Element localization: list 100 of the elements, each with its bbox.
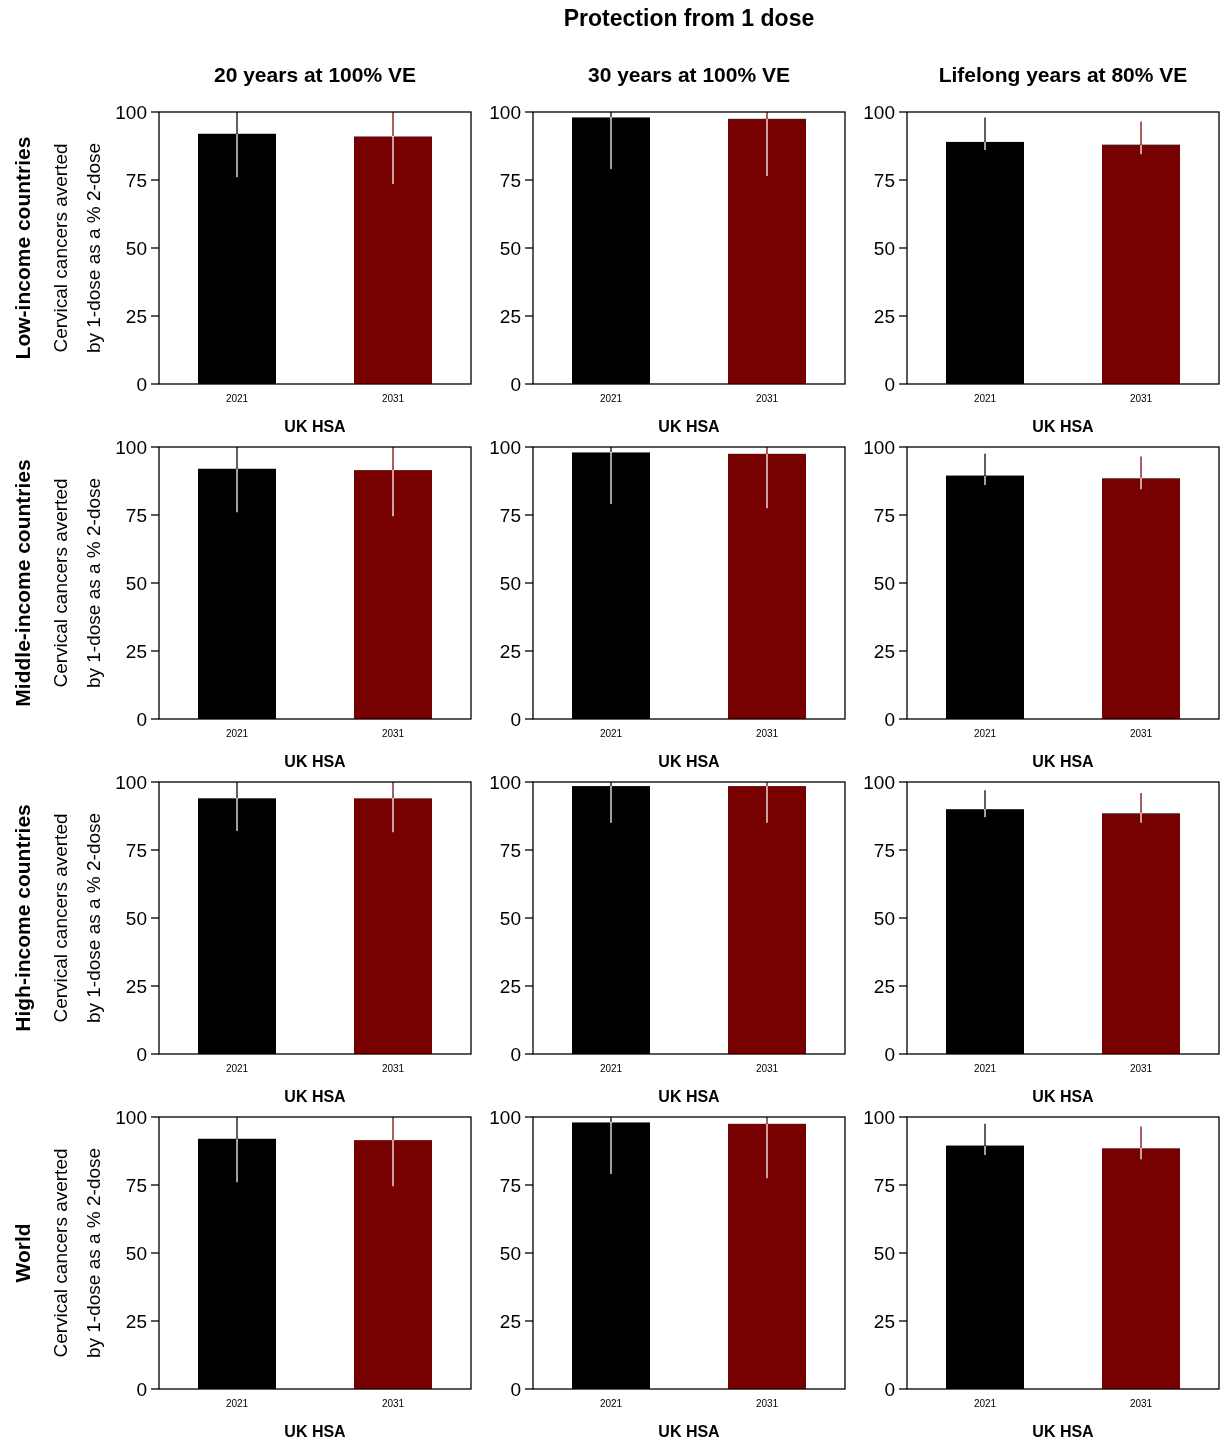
y-tick-label: 100 <box>863 1106 895 1128</box>
x-tick-label: 2021 <box>225 1398 249 1409</box>
y-axis-title: Cervical cancers averted by 1-dose as a % 2-dose <box>50 1147 104 1359</box>
y-tick-label: 100 <box>115 101 147 123</box>
x-tick-label: 2031 <box>1129 1063 1153 1074</box>
y-tick-label: 50 <box>873 1242 895 1264</box>
y-tick-label: 100 <box>115 436 147 458</box>
x-tick-label: 2031 <box>381 393 405 404</box>
y-tick-label: 75 <box>125 839 147 861</box>
y-tick-label: 25 <box>873 975 895 997</box>
y-tick-label: 75 <box>873 169 895 191</box>
x-axis-title: UK HSA <box>284 1088 347 1105</box>
y-tick-label: 100 <box>489 1106 521 1128</box>
y-tick-label: 0 <box>136 708 147 730</box>
x-axis-title: UK HSA <box>284 753 347 770</box>
y-tick-label: 75 <box>125 169 147 191</box>
y-tick-label: 0 <box>136 373 147 395</box>
x-tick-label: 2021 <box>599 1398 623 1409</box>
x-axis-title: UK HSA <box>1032 1423 1095 1440</box>
y-tick-label: 25 <box>499 1310 521 1332</box>
y-tick-label: 75 <box>499 1174 521 1196</box>
y-tick-label: 50 <box>125 1242 147 1264</box>
y-tick-label: 25 <box>873 1310 895 1332</box>
x-axis-title: UK HSA <box>658 1423 721 1440</box>
y-tick-label: 75 <box>873 839 895 861</box>
y-tick-label: 100 <box>115 771 147 793</box>
y-tick-label: 50 <box>499 1242 521 1264</box>
x-tick-label: 2021 <box>599 393 623 404</box>
x-tick-label: 2021 <box>973 393 997 404</box>
x-tick-label: 2031 <box>381 728 405 739</box>
x-axis-title: UK HSA <box>658 1088 721 1105</box>
x-tick-label: 2021 <box>225 728 249 739</box>
x-tick-label: 2021 <box>973 1398 997 1409</box>
y-tick-label: 0 <box>510 1043 521 1065</box>
y-tick-label: 75 <box>499 169 521 191</box>
text: Middle-income countries <box>11 459 34 707</box>
y-tick-label: 75 <box>125 504 147 526</box>
y-tick-label: 75 <box>499 839 521 861</box>
y-tick-label: 25 <box>873 640 895 662</box>
y-tick-label: 100 <box>489 101 521 123</box>
x-axis-title: UK HSA <box>284 418 347 435</box>
x-axis-title: UK HSA <box>1032 418 1095 435</box>
x-tick-label: 2031 <box>381 1398 405 1409</box>
x-tick-label: 2021 <box>225 1063 249 1074</box>
y-tick-label: 25 <box>499 975 521 997</box>
y-tick-label: 100 <box>115 1106 147 1128</box>
chart-title: 20 years at 100% VE <box>214 63 416 86</box>
y-tick-label: 50 <box>125 237 147 259</box>
x-tick-label: 2031 <box>755 393 779 404</box>
x-tick-label: 2031 <box>755 1398 779 1409</box>
text: World <box>11 1223 34 1283</box>
x-axis-title: UK HSA <box>1032 1088 1095 1105</box>
y-tick-label: 100 <box>489 771 521 793</box>
y-tick-label: 0 <box>136 1043 147 1065</box>
x-axis-title: UK HSA <box>1032 753 1095 770</box>
y-tick-label: 25 <box>125 305 147 327</box>
x-axis-title: UK HSA <box>658 753 721 770</box>
y-tick-label: 0 <box>136 1378 147 1400</box>
y-tick-label: 75 <box>873 504 895 526</box>
x-tick-label: 2021 <box>225 393 249 404</box>
y-axis-title: Cervical cancers averted by 1-dose as a % 2-dose <box>50 142 104 354</box>
y-tick-label: 75 <box>873 1174 895 1196</box>
x-tick-label: 2031 <box>1129 393 1153 404</box>
y-tick-label: 25 <box>125 1310 147 1332</box>
y-tick-label: 50 <box>125 572 147 594</box>
y-tick-label: 0 <box>510 373 521 395</box>
x-tick-label: 2031 <box>755 1063 779 1074</box>
chart-title: Lifelong years at 80% VE <box>938 63 1188 86</box>
text: Low-income countries <box>11 136 34 360</box>
y-tick-label: 100 <box>863 436 895 458</box>
x-tick-label: 2031 <box>755 728 779 739</box>
y-tick-label: 0 <box>884 1378 895 1400</box>
y-tick-label: 25 <box>499 305 521 327</box>
y-tick-label: 25 <box>873 305 895 327</box>
y-tick-label: 25 <box>499 640 521 662</box>
y-tick-label: 0 <box>884 708 895 730</box>
x-tick-label: 2031 <box>1129 728 1153 739</box>
x-tick-label: 2031 <box>1129 1398 1153 1409</box>
x-tick-label: 2021 <box>599 728 623 739</box>
x-tick-label: 2021 <box>973 728 997 739</box>
x-axis-title: UK HSA <box>658 418 721 435</box>
y-tick-label: 25 <box>125 975 147 997</box>
y-tick-label: 50 <box>873 237 895 259</box>
text: High-income countries <box>11 804 34 1032</box>
y-tick-label: 25 <box>125 640 147 662</box>
y-tick-label: 75 <box>499 504 521 526</box>
x-axis-title: UK HSA <box>284 1423 347 1440</box>
text: Protection from 1 dose <box>563 5 815 31</box>
x-tick-label: 2021 <box>599 1063 623 1074</box>
y-tick-label: 100 <box>863 771 895 793</box>
y-tick-label: 0 <box>884 373 895 395</box>
y-tick-label: 50 <box>873 907 895 929</box>
y-axis-title: Cervical cancers averted by 1-dose as a % 2-dose <box>50 477 104 689</box>
y-tick-label: 75 <box>125 1174 147 1196</box>
y-axis-title: Cervical cancers averted by 1-dose as a % 2-dose <box>50 812 104 1024</box>
y-tick-label: 50 <box>499 907 521 929</box>
x-tick-label: 2021 <box>973 1063 997 1074</box>
y-tick-label: 0 <box>884 1043 895 1065</box>
y-tick-label: 0 <box>510 708 521 730</box>
x-tick-label: 2031 <box>381 1063 405 1074</box>
